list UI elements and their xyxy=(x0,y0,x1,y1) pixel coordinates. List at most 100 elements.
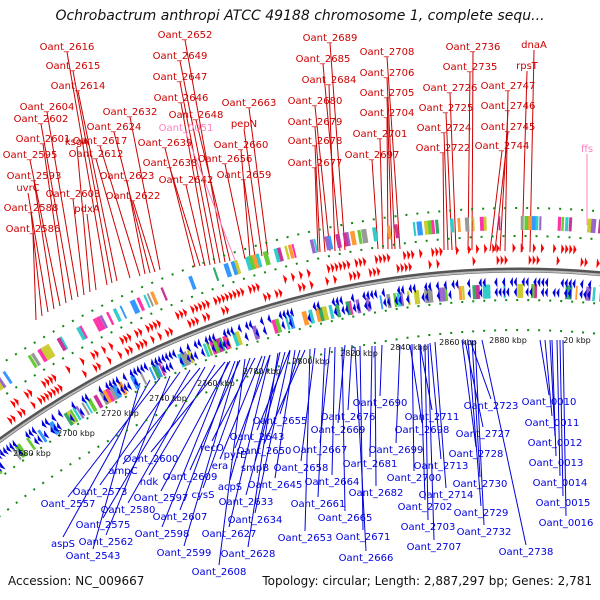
forward-gene-label[interactable]: Oant_2593 xyxy=(7,171,62,182)
reverse-gene-label[interactable]: Oant_2713 xyxy=(414,461,469,472)
forward-gene-label[interactable]: Oant_2745 xyxy=(481,122,536,133)
reverse-gene-label[interactable]: Oant_2634 xyxy=(228,515,283,526)
forward-gene-label[interactable]: Oant_2679 xyxy=(288,117,343,128)
reverse-gene-label[interactable]: Oant_2575 xyxy=(76,520,131,531)
reverse-gene-label[interactable]: Oant_2723 xyxy=(464,401,519,412)
forward-gene-label[interactable]: Oant_2617 xyxy=(73,136,128,147)
forward-gene-label[interactable]: rpsT xyxy=(516,61,539,72)
forward-gene-label[interactable]: Oant_2601 xyxy=(16,134,71,145)
forward-gene-label[interactable]: Oant_2642 xyxy=(159,175,214,186)
reverse-gene-label[interactable]: Oant_2707 xyxy=(407,542,462,553)
reverse-gene-label[interactable]: acpS xyxy=(218,482,242,493)
forward-gene-label[interactable]: Oant_2660 xyxy=(214,140,269,151)
forward-gene-label[interactable]: Oant_2649 xyxy=(153,51,208,62)
reverse-gene-label[interactable]: Oant_0011 xyxy=(525,418,580,429)
forward-gene-label[interactable]: Oant_2588 xyxy=(4,203,59,214)
reverse-gene-label[interactable]: Oant_2661 xyxy=(291,499,346,510)
reverse-gene-label[interactable]: smpB xyxy=(241,463,269,474)
reverse-gene-label[interactable]: Oant_2671 xyxy=(336,532,391,543)
forward-gene-label[interactable]: Oant_2708 xyxy=(360,47,415,58)
reverse-gene-label[interactable]: aspS xyxy=(51,539,75,550)
reverse-gene-label[interactable]: Oant_2676 xyxy=(321,412,376,423)
reverse-gene-label[interactable]: Oant_2702 xyxy=(398,502,453,513)
reverse-gene-label[interactable]: Oant_2628 xyxy=(221,549,276,560)
reverse-gene-label[interactable]: ampC xyxy=(108,466,137,477)
reverse-gene-label[interactable]: ndk xyxy=(140,477,159,488)
forward-gene-label[interactable]: Oant_2616 xyxy=(40,42,95,53)
forward-gene-label[interactable]: Oant_2615 xyxy=(46,61,101,72)
forward-gene-label[interactable]: Oant_2623 xyxy=(100,171,155,182)
reverse-gene-label[interactable]: Oant_2727 xyxy=(456,429,511,440)
reverse-gene-label[interactable]: Oant_2557 xyxy=(41,499,96,510)
forward-gene-label[interactable]: Oant_2632 xyxy=(103,107,158,118)
reverse-gene-label[interactable]: Oant_2607 xyxy=(153,512,208,523)
reverse-gene-label[interactable]: Oant_2599 xyxy=(157,548,212,559)
forward-gene-label[interactable]: Oant_2735 xyxy=(443,62,498,73)
forward-gene-label[interactable]: Oant_2604 xyxy=(20,102,75,113)
forward-gene-label[interactable]: Oant_2685 xyxy=(296,54,351,65)
reverse-gene-label[interactable]: Oant_0014 xyxy=(533,478,588,489)
reverse-gene-label[interactable]: Oant_2600 xyxy=(124,454,179,465)
reverse-gene-label[interactable]: era xyxy=(212,461,228,472)
forward-gene-label[interactable]: ksgA xyxy=(65,137,89,148)
forward-gene-label[interactable]: Oant_2684 xyxy=(302,75,357,86)
reverse-gene-label[interactable]: Oant_2597 xyxy=(134,493,189,504)
reverse-gene-label[interactable]: Oant_2738 xyxy=(499,547,554,558)
reverse-gene-label[interactable]: Oant_2664 xyxy=(305,477,360,488)
reverse-gene-label[interactable]: Oant_2643 xyxy=(230,432,285,443)
reverse-gene-label[interactable]: Oant_2655 xyxy=(253,416,308,427)
forward-gene-label[interactable]: Oant_2646 xyxy=(154,93,209,104)
reverse-gene-label[interactable]: Oant_2699 xyxy=(369,445,424,456)
forward-gene-label[interactable]: Oant_2677 xyxy=(288,158,343,169)
reverse-gene-label[interactable]: Oant_2658 xyxy=(274,463,329,474)
highlight-gene-label[interactable]: Oant_0051 xyxy=(159,123,214,134)
forward-gene-label[interactable]: pdxA xyxy=(74,204,100,215)
forward-gene-label[interactable]: Oant_2736 xyxy=(446,42,501,53)
forward-gene-label[interactable]: Oant_2706 xyxy=(360,68,415,79)
reverse-gene-label[interactable]: Oant_2653 xyxy=(278,533,333,544)
forward-gene-label[interactable]: Oant_2603 xyxy=(46,189,101,200)
forward-gene-label[interactable]: Oant_2648 xyxy=(169,110,224,121)
reverse-gene-label[interactable]: Oant_2681 xyxy=(343,459,398,470)
reverse-gene-label[interactable]: Oant_2608 xyxy=(192,567,247,578)
reverse-gene-label[interactable]: Oant_2690 xyxy=(353,398,408,409)
forward-gene-label[interactable]: Oant_2639 xyxy=(138,138,193,149)
reverse-gene-label[interactable]: Oant_0010 xyxy=(522,397,577,408)
reverse-gene-label[interactable]: Oant_2562 xyxy=(79,537,134,548)
reverse-gene-label[interactable]: Oant_2669 xyxy=(311,425,366,436)
forward-gene-label[interactable]: Oant_2725 xyxy=(419,103,474,114)
reverse-gene-label[interactable]: Oant_0015 xyxy=(536,498,591,509)
reverse-gene-label[interactable]: Oant_2728 xyxy=(449,449,504,460)
forward-gene-label[interactable]: Oant_2705 xyxy=(360,88,415,99)
forward-gene-label[interactable]: Oant_2689 xyxy=(303,33,358,44)
forward-gene-label[interactable]: Oant_2602 xyxy=(14,114,69,125)
reverse-gene-label[interactable]: Oant_2667 xyxy=(293,445,348,456)
forward-gene-label[interactable]: Oant_2595 xyxy=(3,150,58,161)
reverse-gene-label[interactable]: Oant_2645 xyxy=(248,480,303,491)
forward-gene-label[interactable]: Oant_2638 xyxy=(143,158,198,169)
reverse-gene-label[interactable]: Oant_2633 xyxy=(219,497,274,508)
reverse-gene-label[interactable]: Oant_0012 xyxy=(528,438,583,449)
reverse-gene-label[interactable]: Oant_2703 xyxy=(401,522,456,533)
reverse-gene-label[interactable]: Oant_2730 xyxy=(453,479,508,490)
reverse-gene-label[interactable]: Oant_0013 xyxy=(529,458,584,469)
reverse-gene-label[interactable]: Oant_2650 xyxy=(237,446,292,457)
reverse-gene-label[interactable]: Oant_2580 xyxy=(101,505,156,516)
reverse-gene-label[interactable]: cysS xyxy=(192,490,215,501)
forward-gene-label[interactable]: Oant_2622 xyxy=(106,191,161,202)
forward-gene-label[interactable]: Oant_2678 xyxy=(288,136,343,147)
forward-gene-label[interactable]: Oant_2656 xyxy=(198,154,253,165)
forward-gene-label[interactable]: Oant_2652 xyxy=(158,30,213,41)
reverse-gene-label[interactable]: Oant_2665 xyxy=(318,513,373,524)
reverse-gene-label[interactable]: Oant_2700 xyxy=(387,473,442,484)
forward-gene-label[interactable]: Oant_2722 xyxy=(416,143,471,154)
reverse-gene-label[interactable]: Oant_2714 xyxy=(419,490,474,501)
forward-gene-label[interactable]: dnaA xyxy=(521,40,547,51)
forward-gene-label[interactable]: Oant_2612 xyxy=(69,149,124,160)
reverse-gene-label[interactable]: Oant_2729 xyxy=(454,508,509,519)
forward-gene-label[interactable]: Oant_2724 xyxy=(417,123,472,134)
reverse-gene-label[interactable]: Oant_2698 xyxy=(395,425,450,436)
forward-gene-label[interactable]: Oant_2586 xyxy=(6,224,61,235)
reverse-gene-label[interactable]: Oant_2543 xyxy=(66,551,121,562)
